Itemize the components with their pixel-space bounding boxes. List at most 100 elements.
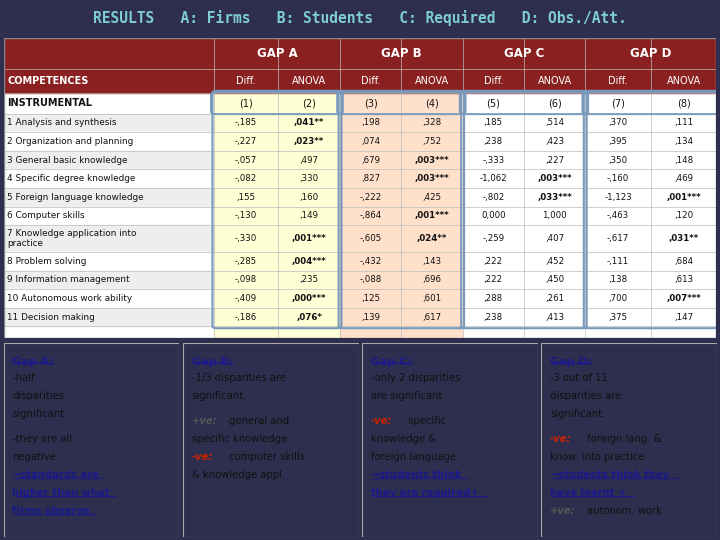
Text: ,031**: ,031** bbox=[668, 234, 698, 243]
Text: know. into practice: know. into practice bbox=[550, 451, 644, 462]
Text: ,238: ,238 bbox=[484, 137, 503, 146]
Text: -1,062: -1,062 bbox=[480, 174, 507, 183]
Text: -ve:: -ve: bbox=[550, 434, 572, 443]
Text: 3 General basic knowledge: 3 General basic knowledge bbox=[7, 156, 127, 165]
Text: ANOVA: ANOVA bbox=[538, 76, 572, 86]
Text: ,261: ,261 bbox=[545, 294, 564, 303]
Text: -,082: -,082 bbox=[235, 174, 257, 183]
Text: -3 out of 11: -3 out of 11 bbox=[550, 373, 608, 383]
Text: ,041**: ,041** bbox=[294, 118, 324, 127]
Text: ,139: ,139 bbox=[361, 313, 380, 322]
Text: COMPETENCES: COMPETENCES bbox=[7, 76, 89, 86]
Text: (6): (6) bbox=[548, 98, 562, 108]
Bar bbox=[4, 69, 716, 93]
Text: ,497: ,497 bbox=[300, 156, 318, 165]
Text: -,160: -,160 bbox=[607, 174, 629, 183]
Text: firms observe: firms observe bbox=[12, 506, 90, 516]
Text: ,514: ,514 bbox=[545, 118, 564, 127]
Text: (3): (3) bbox=[364, 98, 377, 108]
Text: ,001***: ,001*** bbox=[666, 193, 701, 202]
Text: ,024**: ,024** bbox=[417, 234, 447, 243]
Text: →standards are: →standards are bbox=[12, 470, 99, 480]
Bar bbox=[4, 308, 214, 326]
Text: ,023**: ,023** bbox=[294, 137, 324, 146]
Text: (7): (7) bbox=[611, 98, 625, 108]
Text: computer skills: computer skills bbox=[226, 451, 305, 462]
Text: ,147: ,147 bbox=[674, 313, 693, 322]
Text: have learnt +: have learnt + bbox=[550, 488, 626, 498]
Text: -,463: -,463 bbox=[607, 211, 629, 220]
Bar bbox=[214, 93, 340, 338]
Text: ,395: ,395 bbox=[608, 137, 628, 146]
Text: (2): (2) bbox=[302, 98, 316, 108]
Text: 9 Information management: 9 Information management bbox=[7, 275, 130, 285]
Text: -,432: -,432 bbox=[359, 257, 382, 266]
Text: ,138: ,138 bbox=[608, 275, 628, 285]
Text: ,425: ,425 bbox=[423, 193, 441, 202]
Text: & knowledge appl.: & knowledge appl. bbox=[192, 470, 284, 480]
Text: Gap D:: Gap D: bbox=[550, 356, 593, 367]
Text: specific: specific bbox=[405, 415, 446, 426]
Bar bbox=[4, 252, 214, 271]
Text: ,423: ,423 bbox=[545, 137, 564, 146]
Text: knowledge &: knowledge & bbox=[371, 434, 436, 443]
Bar bbox=[585, 93, 716, 338]
Text: -,130: -,130 bbox=[235, 211, 257, 220]
Text: ,198: ,198 bbox=[361, 118, 380, 127]
Text: -,864: -,864 bbox=[359, 211, 382, 220]
Text: 10 Autonomous work ability: 10 Autonomous work ability bbox=[7, 294, 132, 303]
Text: ,007***: ,007*** bbox=[666, 294, 701, 303]
Text: 0,000: 0,000 bbox=[481, 211, 505, 220]
Bar bbox=[4, 38, 716, 69]
Text: →students think they: →students think they bbox=[550, 470, 670, 480]
Text: +ve:: +ve: bbox=[192, 415, 217, 426]
Text: ,679: ,679 bbox=[361, 156, 380, 165]
Text: -half: -half bbox=[12, 373, 35, 383]
Text: ,003***: ,003*** bbox=[415, 156, 449, 165]
Text: ,111: ,111 bbox=[674, 118, 693, 127]
Text: Gap B:: Gap B: bbox=[192, 356, 233, 367]
Text: ,601: ,601 bbox=[423, 294, 441, 303]
Text: ,148: ,148 bbox=[674, 156, 693, 165]
Text: 6 Computer skills: 6 Computer skills bbox=[7, 211, 85, 220]
Text: ,375: ,375 bbox=[608, 313, 628, 322]
Text: disparities: disparities bbox=[12, 391, 64, 401]
Text: -,098: -,098 bbox=[235, 275, 257, 285]
Text: -,285: -,285 bbox=[235, 257, 257, 266]
Text: ,000***: ,000*** bbox=[292, 294, 326, 303]
Text: Diff.: Diff. bbox=[361, 76, 380, 86]
Text: significant.: significant. bbox=[192, 391, 247, 401]
Text: specific knowledge: specific knowledge bbox=[192, 434, 287, 443]
Text: -ve:: -ve: bbox=[192, 451, 213, 462]
Text: ,370: ,370 bbox=[608, 118, 628, 127]
Text: INSTRUMENTAL: INSTRUMENTAL bbox=[7, 98, 92, 108]
Text: ,149: ,149 bbox=[300, 211, 318, 220]
Text: ,752: ,752 bbox=[423, 137, 441, 146]
Text: 4 Specific degree knowledge: 4 Specific degree knowledge bbox=[7, 174, 135, 183]
Text: RESULTS   A: Firms   B: Students   C: Required   D: Obs./Att.: RESULTS A: Firms B: Students C: Required… bbox=[93, 10, 627, 25]
Text: -,605: -,605 bbox=[359, 234, 382, 243]
Text: ,004***: ,004*** bbox=[292, 257, 326, 266]
Text: Diff.: Diff. bbox=[608, 76, 628, 86]
Text: they are required+: they are required+ bbox=[371, 488, 479, 498]
Text: GAP C: GAP C bbox=[504, 47, 544, 60]
Text: -only 2 disparities: -only 2 disparities bbox=[371, 373, 461, 383]
Text: -they are all: -they are all bbox=[12, 434, 73, 443]
Text: foreign lang. &: foreign lang. & bbox=[585, 434, 662, 443]
Text: 1 Analysis and synthesis: 1 Analysis and synthesis bbox=[7, 118, 117, 127]
Text: ,613: ,613 bbox=[674, 275, 693, 285]
Text: (8): (8) bbox=[677, 98, 690, 108]
Text: ,222: ,222 bbox=[484, 275, 503, 285]
Text: ,235: ,235 bbox=[300, 275, 318, 285]
Text: ,033***: ,033*** bbox=[537, 193, 572, 202]
Text: ,227: ,227 bbox=[545, 156, 564, 165]
Text: ANOVA: ANOVA bbox=[667, 76, 701, 86]
Text: ,827: ,827 bbox=[361, 174, 380, 183]
Text: are significant.: are significant. bbox=[371, 391, 446, 401]
Text: GAP A: GAP A bbox=[256, 47, 297, 60]
Text: ,003***: ,003*** bbox=[537, 174, 572, 183]
Bar bbox=[4, 113, 214, 132]
Bar bbox=[4, 132, 214, 151]
Text: ,328: ,328 bbox=[423, 118, 441, 127]
Bar bbox=[463, 93, 585, 338]
